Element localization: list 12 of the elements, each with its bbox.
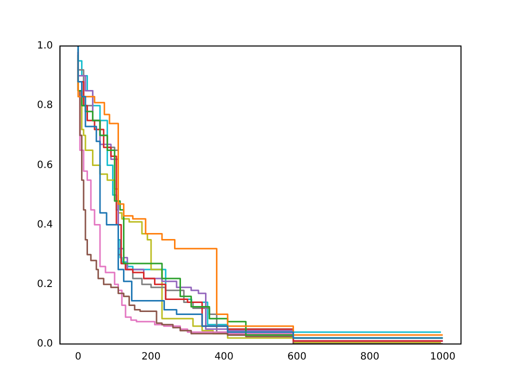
y-tick-label: 1.0 <box>36 40 53 52</box>
x-tick-label: 800 <box>360 352 380 363</box>
x-tick-label: 1000 <box>430 352 456 363</box>
y-tick-label: 0.8 <box>36 100 53 112</box>
x-tick-label: 200 <box>142 352 161 363</box>
y-tick-label: 0.2 <box>36 278 53 290</box>
x-tick-label: 0 <box>74 352 82 363</box>
x-tick-label: 400 <box>214 352 234 363</box>
y-tick-label: 0.0 <box>36 338 53 350</box>
y-tick-label: 0.4 <box>36 219 53 230</box>
y-tick-label: 0.6 <box>36 160 53 171</box>
x-tick-label: 600 <box>287 352 306 363</box>
